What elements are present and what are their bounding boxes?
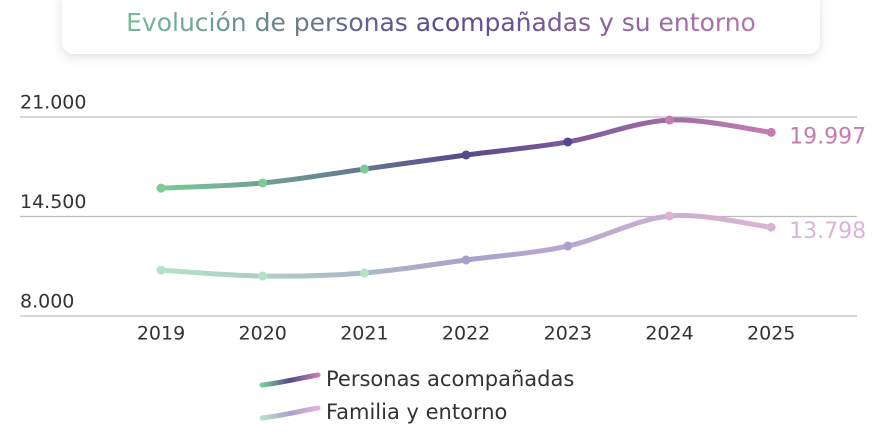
data-point xyxy=(665,211,674,221)
legend-swatch xyxy=(259,405,321,421)
data-point xyxy=(461,255,471,265)
data-point xyxy=(359,164,369,174)
data-point xyxy=(258,178,268,188)
legend-label: Familia y entorno xyxy=(326,400,507,424)
legend-label: Personas acompañadas xyxy=(326,367,574,391)
value-label: 19.997 xyxy=(789,124,866,149)
value-label: 13.798 xyxy=(789,219,866,244)
x-tick-label: 2022 xyxy=(442,323,490,345)
data-point xyxy=(766,127,776,137)
x-tick-label: 2025 xyxy=(747,323,795,345)
series-line xyxy=(158,213,774,279)
x-tick-label: 2021 xyxy=(340,323,388,345)
title-card xyxy=(62,0,820,54)
y-tick-label: 21.000 xyxy=(20,92,86,114)
y-tick-label: 8.000 xyxy=(20,291,74,313)
x-tick-label: 2023 xyxy=(544,323,592,345)
data-point xyxy=(766,222,776,232)
legend-swatch xyxy=(259,372,321,388)
x-tick-label: 2020 xyxy=(239,323,287,345)
data-point xyxy=(665,115,674,125)
y-tick-label: 14.500 xyxy=(20,191,86,213)
data-point xyxy=(156,265,166,275)
data-point xyxy=(563,137,573,147)
x-tick-label: 2019 xyxy=(137,323,185,345)
data-point xyxy=(258,271,268,281)
data-point xyxy=(461,150,471,160)
data-point xyxy=(563,241,573,251)
chart-title: Evolución de personas acompañadas y su e… xyxy=(126,8,756,37)
data-point xyxy=(156,183,166,193)
data-point xyxy=(359,268,369,278)
x-tick-label: 2024 xyxy=(645,323,693,345)
